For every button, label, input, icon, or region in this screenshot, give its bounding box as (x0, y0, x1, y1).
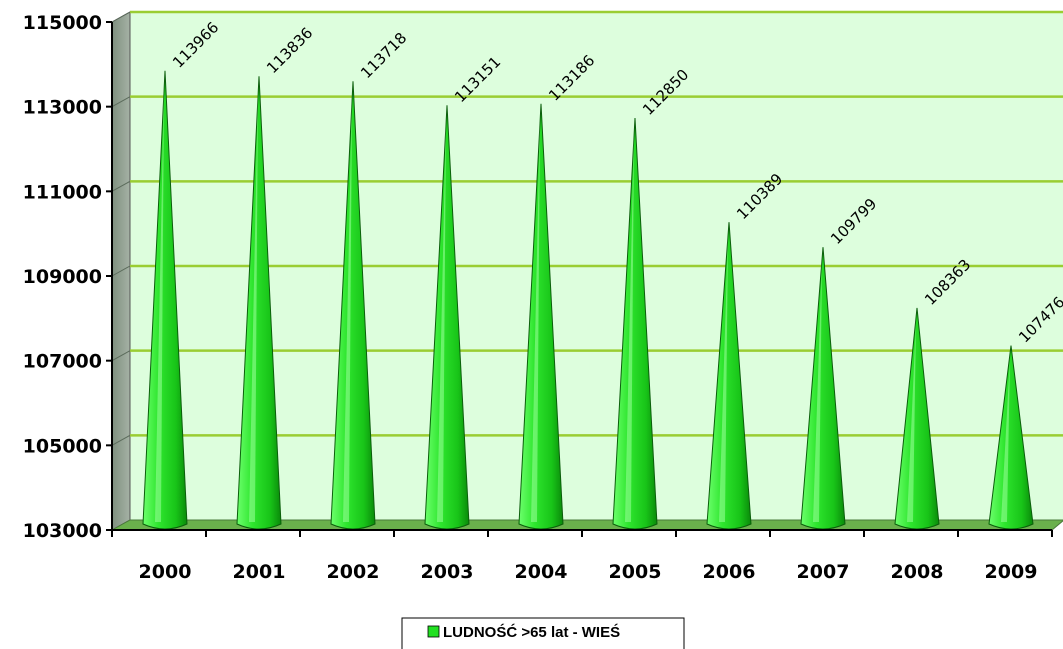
x-tick-label: 2005 (609, 561, 662, 583)
bar-highlight (625, 130, 634, 522)
bar (894, 307, 940, 530)
x-tick-label: 2001 (233, 561, 286, 583)
gridline-wall (111, 434, 131, 446)
x-tick-label: 2007 (797, 561, 850, 583)
x-tick-label: 2006 (703, 561, 756, 583)
plot-area (110, 10, 1063, 531)
bar-highlight (155, 82, 164, 522)
y-tick-label: 103000 (23, 520, 102, 542)
bar-highlight (249, 88, 258, 522)
bars (142, 70, 1034, 530)
bar-cone (424, 105, 470, 530)
bar-cone (800, 247, 846, 530)
bar (330, 81, 376, 530)
y-tick-label: 113000 (23, 97, 102, 119)
y-tick-label: 107000 (23, 351, 102, 373)
y-tick-label: 111000 (23, 181, 102, 203)
bar-cone (612, 117, 658, 530)
bar-highlight (343, 93, 352, 522)
legend-swatch (427, 625, 440, 638)
x-tick-label: 2008 (891, 561, 944, 583)
y-tick-label: 105000 (23, 435, 102, 457)
gridline-wall (111, 180, 131, 192)
gridline-wall (111, 96, 131, 108)
y-tick-label: 115000 (23, 12, 102, 34)
bar-cone (988, 345, 1034, 530)
bar-cone (236, 76, 282, 530)
bar-cone (706, 222, 752, 530)
bar-highlight (719, 234, 728, 522)
bar (800, 247, 846, 530)
x-tick-label: 2003 (421, 561, 474, 583)
bar (236, 76, 282, 530)
x-tick-label: 2002 (327, 561, 380, 583)
bar (988, 345, 1034, 530)
bar-highlight (1001, 357, 1010, 522)
bar-cone (518, 103, 564, 530)
legend-box (401, 617, 685, 649)
legend-label: LUDNOŚĆ >65 lat - WIEŚ (443, 623, 620, 641)
bar (612, 117, 658, 530)
bar (518, 103, 564, 530)
gridline-wall (111, 265, 131, 277)
y-tick-label: 109000 (23, 266, 102, 288)
x-tick-label: 2004 (515, 561, 568, 583)
bar-highlight (813, 259, 822, 522)
bar-cone (894, 307, 940, 530)
bar-highlight (437, 117, 446, 523)
bar-highlight (907, 319, 916, 522)
x-tick-label: 2009 (985, 561, 1038, 583)
x-tick-label: 2000 (139, 561, 192, 583)
bar-cone (142, 70, 188, 530)
legend: LUDNOŚĆ >65 lat - WIEŚ (401, 617, 685, 649)
bar (142, 70, 188, 530)
gridline-wall (111, 11, 131, 23)
axes: 103000 105000 107000 109000 111000 113000 1150… (23, 12, 1053, 583)
bar-highlight (531, 115, 540, 522)
gridline-wall (111, 350, 131, 362)
bar-cone (330, 81, 376, 530)
bar (424, 105, 470, 530)
bar (706, 222, 752, 530)
